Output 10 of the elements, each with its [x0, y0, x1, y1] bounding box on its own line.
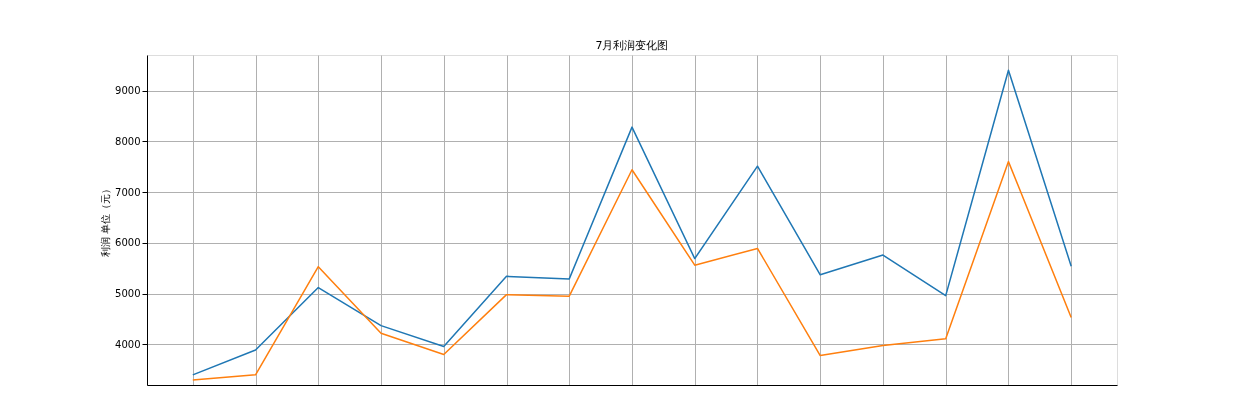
y-tick-label: 4000: [115, 338, 141, 350]
y-tick-label: 5000: [115, 288, 141, 300]
y-tick-label: 7000: [115, 186, 141, 198]
y-tick-label: 8000: [115, 135, 141, 147]
line-series: [192, 160, 1072, 381]
y-axis-title: 利润 单位（元）: [100, 183, 112, 258]
chart-title: 7月利润变化图: [595, 39, 669, 52]
y-tick-label: 9000: [115, 85, 141, 97]
line-series: [192, 69, 1072, 376]
y-tick-label: 6000: [115, 237, 141, 249]
